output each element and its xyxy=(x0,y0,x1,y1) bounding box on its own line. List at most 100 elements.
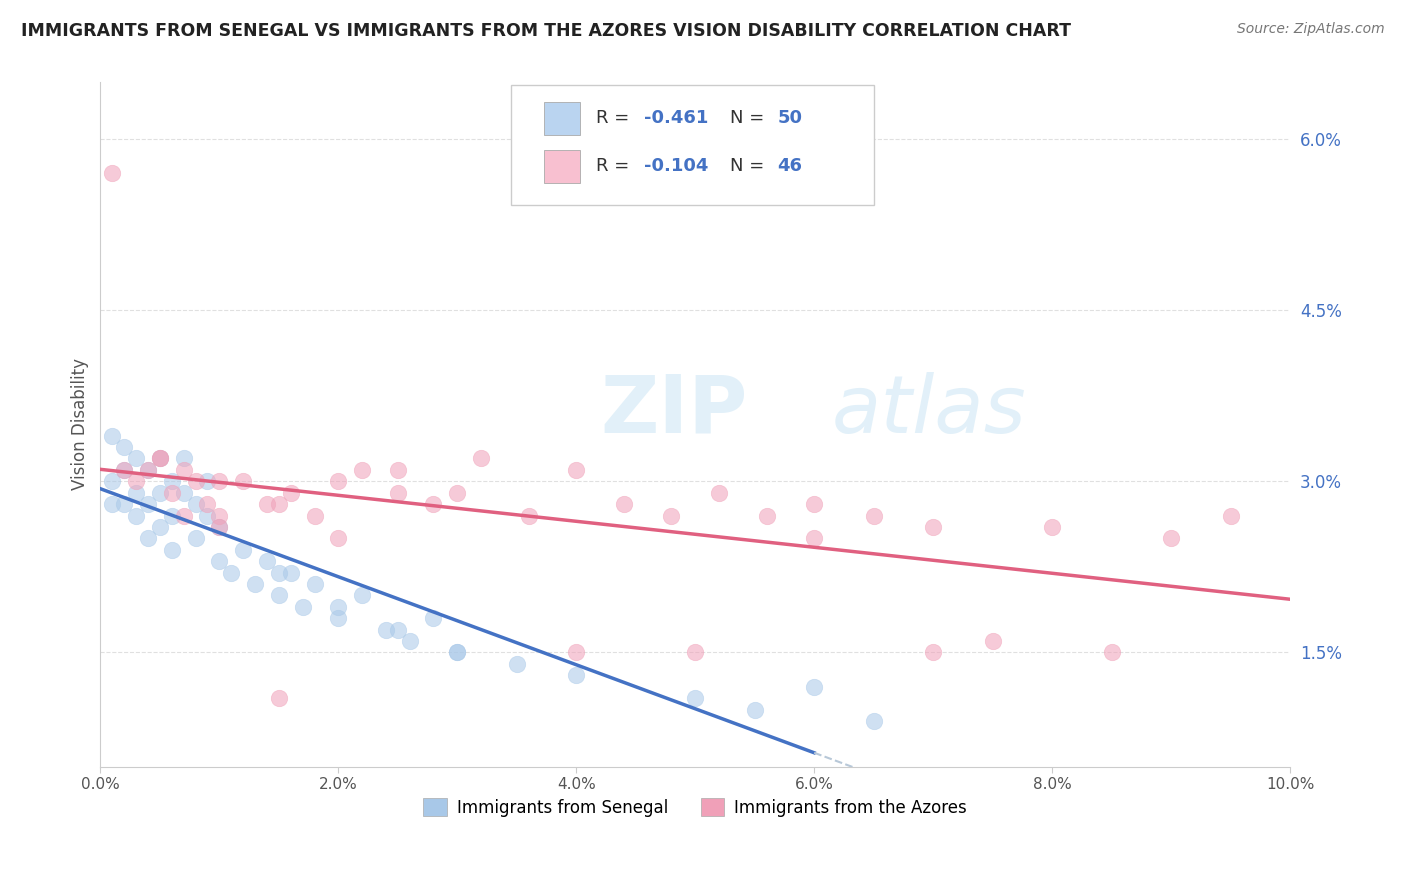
Point xyxy=(149,451,172,466)
Point xyxy=(173,451,195,466)
FancyBboxPatch shape xyxy=(544,150,579,183)
Point xyxy=(613,497,636,511)
Point xyxy=(197,508,219,523)
Point xyxy=(506,657,529,671)
Point xyxy=(398,634,420,648)
Point xyxy=(803,680,825,694)
Text: 50: 50 xyxy=(778,109,803,128)
Point xyxy=(446,645,468,659)
Point xyxy=(422,611,444,625)
Point xyxy=(256,497,278,511)
Point xyxy=(922,520,945,534)
Point xyxy=(304,577,326,591)
Legend: Immigrants from Senegal, Immigrants from the Azores: Immigrants from Senegal, Immigrants from… xyxy=(416,792,974,823)
Text: R =: R = xyxy=(596,157,636,175)
Point xyxy=(328,599,350,614)
Point xyxy=(149,520,172,534)
Point xyxy=(280,485,302,500)
Text: -0.104: -0.104 xyxy=(644,157,709,175)
Point xyxy=(149,451,172,466)
Point xyxy=(352,588,374,602)
Point xyxy=(197,497,219,511)
Y-axis label: Vision Disability: Vision Disability xyxy=(72,359,89,491)
Text: IMMIGRANTS FROM SENEGAL VS IMMIGRANTS FROM THE AZORES VISION DISABILITY CORRELAT: IMMIGRANTS FROM SENEGAL VS IMMIGRANTS FR… xyxy=(21,22,1071,40)
Point xyxy=(267,691,290,706)
Point xyxy=(1040,520,1063,534)
FancyBboxPatch shape xyxy=(510,86,873,205)
Point xyxy=(232,475,254,489)
Point xyxy=(184,497,207,511)
Point xyxy=(136,497,159,511)
Text: atlas: atlas xyxy=(832,372,1026,450)
Point xyxy=(208,475,231,489)
Point xyxy=(267,588,290,602)
Point xyxy=(256,554,278,568)
Point xyxy=(565,645,588,659)
Point xyxy=(280,566,302,580)
Point xyxy=(136,463,159,477)
Point xyxy=(219,566,242,580)
Point xyxy=(565,463,588,477)
Point xyxy=(387,463,409,477)
Point xyxy=(387,485,409,500)
Point xyxy=(744,702,766,716)
Point xyxy=(149,451,172,466)
Point xyxy=(112,463,135,477)
Point xyxy=(208,520,231,534)
Point xyxy=(661,508,683,523)
Point xyxy=(1101,645,1123,659)
Text: ZIP: ZIP xyxy=(600,372,747,450)
Point xyxy=(208,520,231,534)
Point xyxy=(173,485,195,500)
Point xyxy=(470,451,492,466)
Point xyxy=(101,475,124,489)
Point xyxy=(125,451,148,466)
Point xyxy=(160,475,183,489)
Point xyxy=(184,532,207,546)
Point xyxy=(125,475,148,489)
Point xyxy=(173,508,195,523)
Point xyxy=(862,508,884,523)
Point xyxy=(374,623,396,637)
Point xyxy=(446,485,468,500)
Point xyxy=(160,485,183,500)
Point xyxy=(149,485,172,500)
Point xyxy=(101,166,124,180)
Point xyxy=(707,485,730,500)
Point xyxy=(136,532,159,546)
Point xyxy=(232,542,254,557)
Point xyxy=(803,532,825,546)
Point xyxy=(267,566,290,580)
Point xyxy=(125,485,148,500)
Point xyxy=(160,508,183,523)
Point xyxy=(803,497,825,511)
Text: -0.461: -0.461 xyxy=(644,109,709,128)
Point xyxy=(517,508,540,523)
Point xyxy=(208,554,231,568)
Point xyxy=(136,463,159,477)
Point xyxy=(112,440,135,454)
FancyBboxPatch shape xyxy=(544,102,579,135)
Point xyxy=(387,623,409,637)
Point xyxy=(328,611,350,625)
Point xyxy=(125,508,148,523)
Point xyxy=(304,508,326,523)
Point xyxy=(981,634,1004,648)
Point xyxy=(422,497,444,511)
Text: R =: R = xyxy=(596,109,636,128)
Point xyxy=(565,668,588,682)
Point xyxy=(101,497,124,511)
Point xyxy=(197,475,219,489)
Point xyxy=(112,463,135,477)
Text: 46: 46 xyxy=(778,157,803,175)
Point xyxy=(267,497,290,511)
Point xyxy=(755,508,778,523)
Point xyxy=(101,428,124,442)
Point xyxy=(291,599,314,614)
Point xyxy=(328,532,350,546)
Text: N =: N = xyxy=(730,109,769,128)
Point xyxy=(243,577,266,591)
Point xyxy=(328,475,350,489)
Point xyxy=(112,497,135,511)
Point xyxy=(446,645,468,659)
